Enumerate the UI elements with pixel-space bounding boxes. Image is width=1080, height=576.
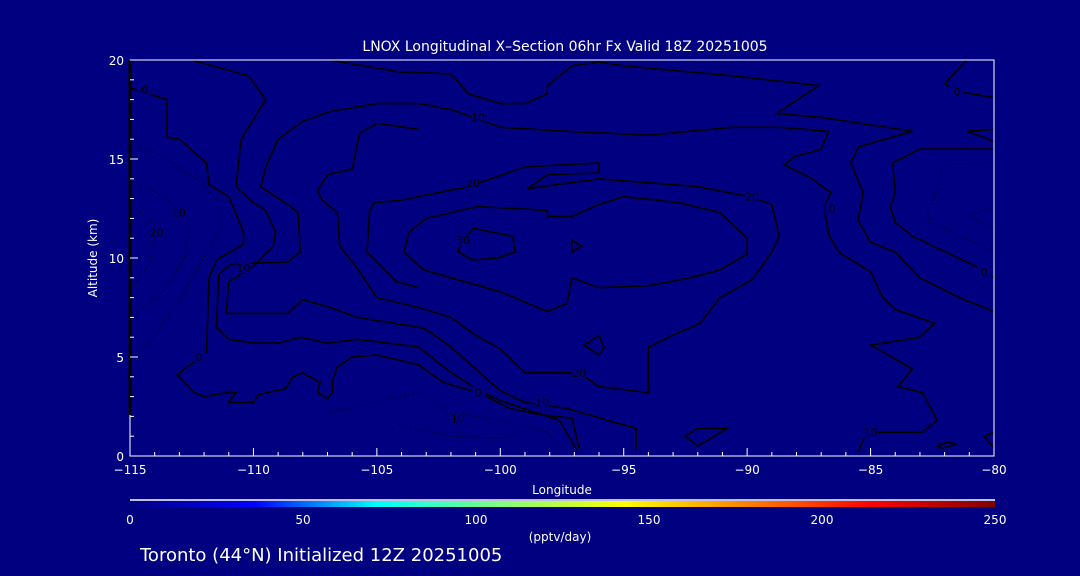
contour-label-gap <box>169 206 184 218</box>
contour-label-gap <box>535 396 550 408</box>
contour-label: 30 <box>456 234 470 247</box>
contour-label-gap <box>137 83 152 95</box>
contour-label-gap <box>236 261 251 273</box>
x-tick-label: −95 <box>611 463 636 477</box>
plot-axes <box>128 59 995 457</box>
colorbar-units: (pptv/day) <box>529 530 592 544</box>
x-axis-label: Longitude <box>532 483 592 497</box>
contour-line-level-30 <box>457 227 516 261</box>
colorbar-tick-label: 50 <box>295 513 310 527</box>
contour-line-level-neg20 <box>398 423 521 439</box>
contour-line-level-neg10 <box>926 162 995 253</box>
contour-line-level-neg20 <box>968 206 995 229</box>
contour-label-gap <box>949 85 964 97</box>
contour-line-level-0 <box>889 148 995 279</box>
colorbar: 0 50 100 150 200 250 (pptv/day) <box>126 499 1006 544</box>
contour-label: 10 <box>864 426 878 439</box>
colorbar-tick-label: 0 <box>126 513 134 527</box>
contour-label: -10 <box>447 412 465 425</box>
contour-line-level-neg30 <box>129 204 156 291</box>
contour-line-level-20 <box>571 238 584 254</box>
contour-line-level-20 <box>582 333 605 357</box>
contour-line-level-20 <box>316 122 781 394</box>
colorbar-tick-label: 100 <box>465 513 488 527</box>
contour-line-level-0 <box>129 86 581 449</box>
y-axis-ticks: 0 5 10 15 20 <box>109 54 138 464</box>
x-tick-label: −110 <box>237 463 270 477</box>
contour-label-gap <box>466 176 481 188</box>
chart-title: LNOX Longitudinal X–Section 06hr Fx Vali… <box>362 39 767 55</box>
contour-label: 0 <box>196 351 203 364</box>
x-tick-label: −85 <box>858 463 883 477</box>
contour-label: 10 <box>535 397 549 410</box>
contour-label: 0 <box>953 86 960 99</box>
contour-label-gap <box>745 190 760 202</box>
x-axis-ticks: −115 −110 −105 −100 −95 −90 −85 −80 <box>114 448 1007 477</box>
y-tick-label: 5 <box>116 351 124 365</box>
contour-line-level-10 <box>191 59 637 451</box>
x-tick-label: −90 <box>734 463 759 477</box>
contour-label: 10 <box>471 111 485 124</box>
contour-line-level-0 <box>966 128 995 142</box>
y-axis-label: Altitude (km) <box>86 219 100 298</box>
y-tick-label: 20 <box>109 54 124 68</box>
contour-label-gap <box>448 412 463 424</box>
contour-label: 10 <box>822 203 836 216</box>
x-tick-label: −105 <box>360 463 393 477</box>
contour-label: 20 <box>466 177 480 190</box>
x-tick-label: −80 <box>981 463 1006 477</box>
x-tick-label: −115 <box>114 463 147 477</box>
contour-label-gap <box>572 366 587 378</box>
contour-label-gap <box>471 111 486 123</box>
colorbar-tick-label: 200 <box>811 513 834 527</box>
contour-line-level-10 <box>215 102 939 453</box>
contour-line-level-0 <box>982 431 995 449</box>
y-tick-label: 10 <box>109 252 124 266</box>
colorbar-tick-labels: 0 50 100 150 200 250 <box>126 513 1006 527</box>
contour-labels: 0 -10 -20 10 0 10 20 30 20 20 0 10 -10 10 0 0 10 <box>137 83 992 439</box>
contour-label-gap <box>456 234 471 246</box>
y-tick-label: 15 <box>109 153 124 167</box>
contour-label-gap <box>977 265 992 277</box>
plot-frame <box>129 59 995 457</box>
contour-label: 0 <box>981 266 988 279</box>
contour-line-level-20 <box>403 195 748 313</box>
contour-line-level-10 <box>684 427 731 448</box>
contour-line-level-0 <box>329 59 995 313</box>
y-tick-label: 0 <box>116 450 124 464</box>
colorbar-tick-label: 150 <box>638 513 661 527</box>
contour-label: 10 <box>237 262 251 275</box>
contour-label: -10 <box>168 206 186 219</box>
contour-label: 0 <box>475 387 482 400</box>
contour-line-level-neg10 <box>129 140 222 360</box>
contour-label: 20 <box>745 191 759 204</box>
contour-label-gap <box>471 386 486 398</box>
footer-location-init: Toronto (44°N) Initialized 12Z 20251005 <box>139 545 502 566</box>
contour-label: -20 <box>146 226 164 239</box>
contour-label: 20 <box>572 367 586 380</box>
colorbar-tick-label: 250 <box>984 513 1007 527</box>
contour-label-gap <box>821 202 836 214</box>
contour-label-gap <box>147 226 162 238</box>
contour-line-level-neg10 <box>329 392 558 447</box>
contour-lines <box>129 59 995 453</box>
contour-label-gap <box>192 351 207 362</box>
contour-line-level-0 <box>935 441 958 449</box>
colorbar-gradient <box>130 501 995 507</box>
contour-label-gap <box>863 426 878 438</box>
contour-label: 0 <box>141 84 148 97</box>
x-tick-label: −100 <box>484 463 517 477</box>
